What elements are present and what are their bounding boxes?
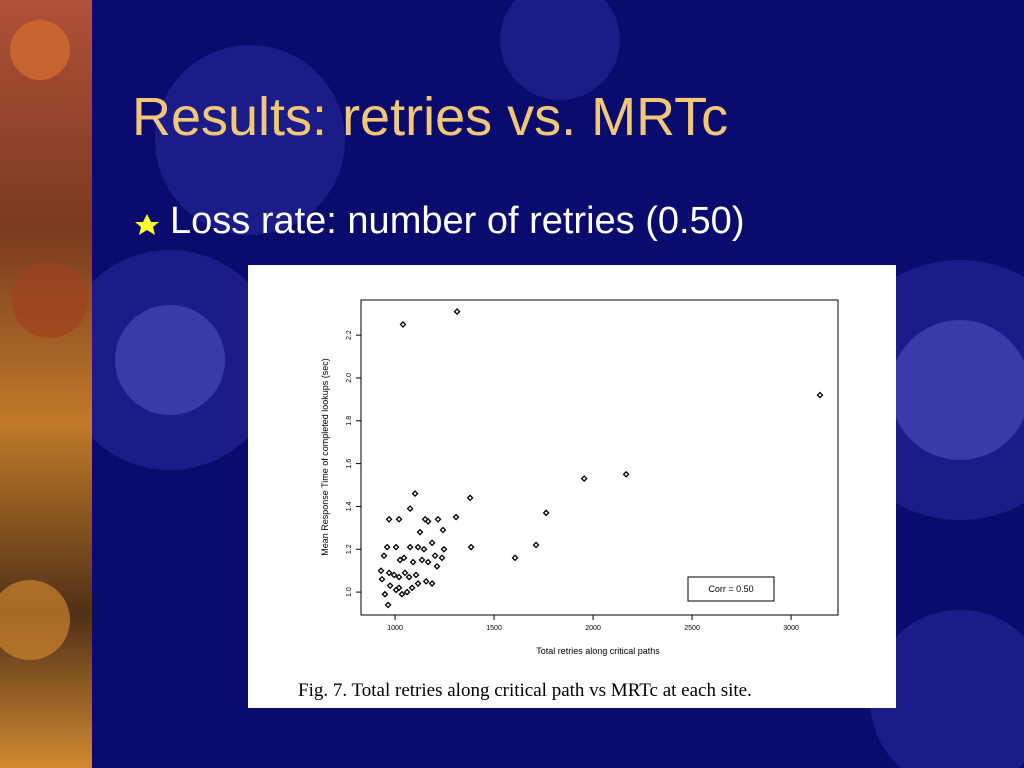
y-tick-label: 2.2 [346,330,353,340]
slide-title: Results: retries vs. MRTc [132,87,729,147]
point [418,556,426,564]
y-tick-label: 2.0 [346,373,353,383]
point [381,590,389,598]
point [542,509,550,517]
point [411,490,419,498]
chart: Total retries along critical paths Mean … [248,265,896,708]
point [399,320,407,328]
point [532,541,540,549]
annotation-box [687,576,775,602]
point [398,590,406,598]
bullet-icon [135,214,159,235]
point [384,601,392,609]
point [395,584,403,592]
y-tick-label: 1.8 [346,416,353,426]
point [383,543,391,551]
point [409,558,417,566]
point [511,554,519,562]
point [390,571,398,579]
point [401,569,409,577]
point [439,526,447,534]
x-axis-label: Total retries along critical paths [536,646,660,656]
x-tick-label: 1500 [486,625,502,632]
point [380,552,388,560]
point [406,505,414,512]
caption: Fig. 7. Total retries along critical pat… [298,680,752,701]
y-tick-label: 1.4 [346,501,353,511]
point [396,556,404,564]
point [438,554,446,562]
point [406,543,414,551]
y-axis-label: Mean Response Time of completed lookups … [320,358,330,556]
point [816,391,824,399]
y-tick-label: 1.0 [346,587,353,597]
point [424,518,432,525]
point [395,573,403,581]
point [392,543,400,551]
point [622,470,630,478]
point [466,494,474,502]
annotation: Corr = 0.50 [708,584,753,594]
point [385,569,393,577]
bullet-text: Loss rate: number of retries (0.50) [170,200,745,242]
point [428,539,436,547]
point [424,558,432,566]
x-tick-label: 3000 [783,625,799,632]
point [433,562,441,570]
point [453,308,461,315]
point [400,554,408,562]
point [378,575,386,583]
point [440,545,448,553]
y-tick-label: 1.6 [346,459,353,469]
point [416,528,424,536]
y-tick-label: 1.2 [346,544,353,554]
point [420,545,428,553]
point [452,513,460,521]
point [377,567,385,575]
point [405,573,413,581]
point [422,577,430,585]
point [414,543,422,551]
point [580,475,588,483]
x-tick-label: 1000 [387,625,403,632]
point [408,584,416,592]
point [395,515,403,523]
point [428,580,436,587]
point [431,552,439,560]
point [412,571,420,579]
point [414,580,422,587]
point [467,543,475,551]
x-tick-label: 2500 [684,625,700,632]
point [434,515,442,523]
plot-frame [360,299,839,616]
x-tick-label: 2000 [585,625,601,632]
point [385,515,393,523]
point [386,582,394,590]
point [403,588,411,596]
